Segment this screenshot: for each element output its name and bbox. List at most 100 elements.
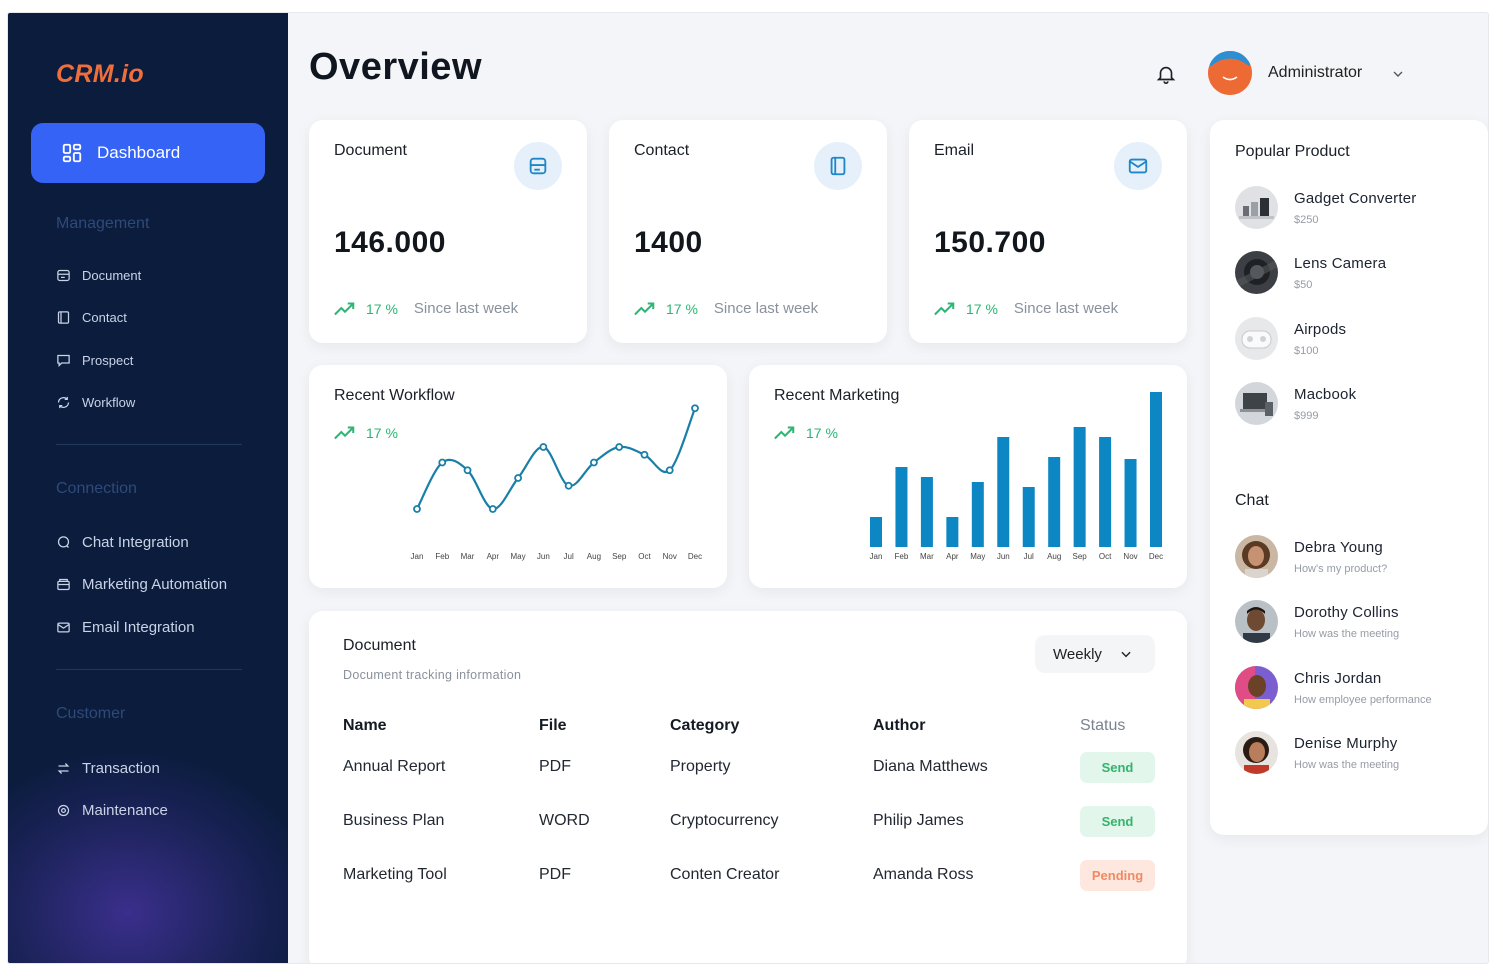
notification-bell-icon[interactable] xyxy=(1155,63,1177,85)
user-name[interactable]: Administrator xyxy=(1268,64,1363,81)
data-point xyxy=(564,481,573,490)
sidebar-item-document[interactable]: Document xyxy=(56,268,141,283)
bar xyxy=(870,517,882,547)
product-thumbnail xyxy=(1235,186,1278,229)
product-item[interactable]: Lens Camera $50 xyxy=(1235,251,1386,294)
chat-item[interactable]: Debra Young How's my product? xyxy=(1235,535,1387,578)
x-tick-label: Feb xyxy=(435,552,449,561)
x-tick-label: Nov xyxy=(1123,552,1137,561)
workflow-line-chart: Jan Feb Mar Apr May Jun Jul Aug Sep Oct Nov Dec xyxy=(411,404,702,561)
avatar xyxy=(1235,731,1278,774)
cell-category: Cryptocurrency xyxy=(670,812,779,829)
popular-product-title: Popular Product xyxy=(1235,143,1350,160)
status-badge: Pending xyxy=(1080,860,1155,891)
panel-title: Recent Workflow xyxy=(334,387,455,404)
panel-trend: 17 % xyxy=(774,425,854,441)
sidebar-item-marketing-automation[interactable]: Marketing Automation xyxy=(56,576,227,593)
table-subtitle: Document tracking information xyxy=(343,668,522,682)
chat-item[interactable]: Denise Murphy How was the meeting xyxy=(1235,731,1399,774)
product-price: $999 xyxy=(1294,409,1319,422)
avatar-face-icon xyxy=(1208,51,1252,95)
sidebar-item-label: Document xyxy=(82,268,142,283)
x-tick-label: Apr xyxy=(946,552,959,561)
x-tick-label: Mar xyxy=(920,552,934,561)
chat-message-preview: How employee performance xyxy=(1294,693,1432,706)
data-point xyxy=(539,443,548,451)
sidebar-item-label: Email Integration xyxy=(82,619,195,636)
sidebar-item-maintenance[interactable]: Maintenance xyxy=(56,802,168,819)
chevron-down-icon[interactable] xyxy=(1390,66,1406,82)
document-table-card: Document Document tracking information W… xyxy=(309,611,1187,963)
chat-item[interactable]: Chris Jordan How employee performance xyxy=(1235,666,1432,709)
sidebar-divider xyxy=(56,669,242,670)
sidebar-item-email-integration[interactable]: Email Integration xyxy=(56,619,195,636)
status-badge: Send xyxy=(1080,806,1155,837)
cell-author: Amanda Ross xyxy=(873,866,974,883)
sidebar-item-chat-integration[interactable]: Chat Integration xyxy=(56,534,189,551)
sidebar-item-transaction[interactable]: Transaction xyxy=(56,760,160,777)
x-tick-label: Dec xyxy=(688,552,702,561)
dashboard-grid-icon xyxy=(62,143,82,163)
chat-message-preview: How was the meeting xyxy=(1294,627,1400,640)
sidebar-item-label: Maintenance xyxy=(82,802,168,819)
product-name: Lens Camera xyxy=(1294,254,1387,272)
cell-name[interactable]: Marketing Tool xyxy=(343,866,447,883)
x-tick-label: May xyxy=(970,552,985,561)
section-title-connection: Connection xyxy=(56,480,137,497)
avatar[interactable] xyxy=(1208,51,1252,95)
stat-trend: 17 % Since last week xyxy=(334,300,518,317)
column-header-file[interactable]: File xyxy=(539,717,567,734)
sidebar-item-dashboard[interactable]: Dashboard xyxy=(31,123,265,183)
period-select[interactable]: Weekly xyxy=(1035,635,1155,673)
product-price: $100 xyxy=(1294,344,1319,357)
panel-trend-percent: 17 % xyxy=(366,425,398,441)
marketing-bar-chart: Jan Feb Mar Apr May Jun Jul Aug Sep Oct Nov Dec xyxy=(870,392,1163,561)
bar xyxy=(920,477,933,547)
chat-bubble-icon xyxy=(57,536,70,548)
chat-item[interactable]: Dorothy Collins How was the meeting xyxy=(1235,600,1399,643)
stat-trend-percent: 17 % xyxy=(366,300,398,317)
period-select-value: Weekly xyxy=(1053,645,1102,663)
column-header-status[interactable]: Status xyxy=(1080,717,1126,734)
table-title: Document xyxy=(343,637,416,654)
sidebar-item-label: Dashboard xyxy=(97,143,181,162)
page-title: Overview xyxy=(309,46,482,88)
x-tick-label: Jun xyxy=(537,552,550,561)
x-tick-label: Jan xyxy=(870,552,883,561)
data-point xyxy=(691,404,699,413)
x-tick-label: Feb xyxy=(895,552,909,561)
sidebar-item-prospect[interactable]: Prospect xyxy=(56,353,133,368)
recent-workflow-card: Recent Workflow 17 % Jan Feb Mar Apr May Jun J… xyxy=(309,365,727,588)
sidebar-item-workflow[interactable]: Workflow xyxy=(56,395,135,410)
cell-category: Property xyxy=(670,758,731,775)
bar xyxy=(1022,487,1035,547)
stat-trend-period: Since last week xyxy=(1013,300,1119,317)
data-point xyxy=(463,466,472,475)
product-item[interactable]: Macbook $999 xyxy=(1235,382,1356,425)
chat-contact-name: Debra Young xyxy=(1294,538,1383,556)
column-header-category[interactable]: Category xyxy=(670,717,740,734)
data-point xyxy=(488,505,497,513)
sidebar-item-contact[interactable]: Contact xyxy=(56,310,127,325)
marketing-box-icon xyxy=(57,578,70,591)
avatar xyxy=(1235,535,1278,578)
product-name: Airpods xyxy=(1294,320,1347,338)
stat-card-email: Email 150.700 17 % Since last week xyxy=(909,120,1187,343)
right-panel: Popular Product Gadget Converter $250 Len… xyxy=(1210,120,1488,835)
column-header-author[interactable]: Author xyxy=(873,717,926,734)
section-title-customer: Customer xyxy=(56,705,126,722)
series-line xyxy=(416,407,697,511)
product-thumbnail xyxy=(1235,251,1278,294)
stat-value: 150.700 xyxy=(934,226,1046,259)
chat-contact-name: Dorothy Collins xyxy=(1294,603,1399,621)
cell-name[interactable]: Annual Report xyxy=(343,758,446,775)
product-item[interactable]: Airpods $100 xyxy=(1235,317,1346,360)
cell-name[interactable]: Business Plan xyxy=(343,812,445,829)
x-tick-label: Sep xyxy=(612,552,627,561)
sidebar-item-label: Chat Integration xyxy=(82,534,189,551)
column-header-name[interactable]: Name xyxy=(343,717,387,734)
prospect-icon xyxy=(57,354,70,368)
x-tick-label: May xyxy=(511,552,526,561)
product-name: Macbook xyxy=(1294,385,1357,403)
product-item[interactable]: Gadget Converter $250 xyxy=(1235,186,1416,229)
